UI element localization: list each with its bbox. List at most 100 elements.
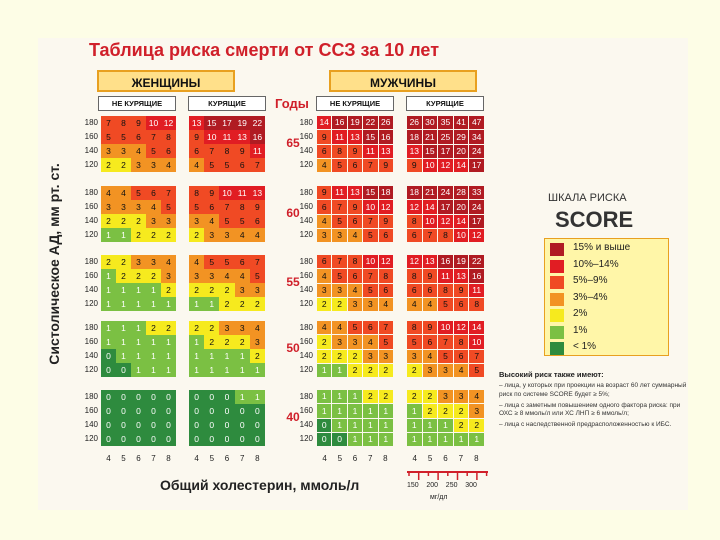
legend-label: 3%–4% — [573, 291, 608, 303]
score-cell: 11 — [332, 130, 347, 144]
score-cell: 2 — [116, 269, 131, 283]
score-grid-men-ns-60: 9 11 13 15 18 6 7 9 10 12 4 5 6 7 9 3 3 4 5 6 — [317, 186, 393, 242]
score-cell: 2 — [249, 349, 265, 363]
bp-label: 120 — [299, 299, 313, 308]
score-grid-men-s-50: 8 9 10 12 14 5 6 7 8 10 3 4 5 6 7 2 3 3 4 5 — [407, 321, 484, 377]
score-cell: 6 — [161, 144, 176, 158]
bp-label: 140 — [299, 216, 313, 225]
score-cell: 7 — [363, 158, 378, 172]
score-cell: 2 — [116, 255, 131, 269]
score-cell: 0 — [189, 418, 205, 432]
score-cell: 1 — [116, 349, 131, 363]
cholesterol-label: 7 — [151, 454, 156, 463]
score-cell: 10 — [204, 130, 220, 144]
score-cell: 2 — [438, 404, 453, 418]
score-cell: 1 — [363, 418, 378, 432]
bp-label: 160 — [299, 202, 313, 211]
score-cell: 9 — [378, 214, 393, 228]
score-cell: 1 — [161, 335, 176, 349]
score-cell: 4 — [317, 321, 332, 335]
bp-label: 160 — [299, 406, 313, 415]
score-cell: 0 — [219, 418, 235, 432]
score-cell: 2 — [317, 349, 332, 363]
score-cell: 2 — [189, 283, 205, 297]
score-cell: 0 — [219, 404, 235, 418]
legend-item: 1% — [545, 324, 668, 340]
score-cell: 8 — [219, 144, 235, 158]
score-cell: 0 — [249, 432, 265, 446]
score-cell: 6 — [317, 255, 332, 269]
score-cell: 5 — [407, 335, 422, 349]
score-cell: 2 — [422, 404, 438, 418]
score-cell: 3 — [219, 321, 235, 335]
score-cell: 1 — [146, 363, 161, 377]
score-cell: 10 — [438, 321, 453, 335]
score-cell: 1 — [438, 418, 453, 432]
score-cell: 3 — [317, 228, 332, 242]
score-cell: 14 — [422, 200, 438, 214]
score-cell: 5 — [131, 186, 146, 200]
score-cell: 4 — [317, 214, 332, 228]
score-cell: 26 — [407, 116, 422, 130]
legend-label: 2% — [573, 308, 588, 319]
score-cell: 1 — [101, 228, 116, 242]
score-cell: 3 — [204, 228, 220, 242]
score-cell: 24 — [438, 186, 453, 200]
mg-scale — [407, 471, 488, 480]
score-cell: 1 — [332, 390, 347, 404]
score-cell: 0 — [249, 404, 265, 418]
note-item: – лица с заметным повышением одного факт… — [499, 401, 681, 417]
score-cell: 0 — [131, 390, 146, 404]
score-cell: 0 — [146, 404, 161, 418]
score-cell: 5 — [332, 214, 347, 228]
score-cell: 6 — [453, 297, 469, 311]
score-cell: 8 — [407, 214, 422, 228]
score-cell: 2 — [422, 390, 438, 404]
score-cell: 2 — [378, 363, 393, 377]
score-cell: 5 — [234, 214, 250, 228]
score-cell: 1 — [189, 349, 205, 363]
score-cell: 1 — [407, 404, 422, 418]
score-cell: 13 — [347, 186, 363, 200]
score-cell: 1 — [347, 418, 363, 432]
score-cell: 22 — [469, 255, 484, 269]
score-cell: 0 — [161, 418, 176, 432]
cholesterol-label: 5 — [121, 454, 126, 463]
score-cell: 6 — [347, 214, 363, 228]
score-cell: 6 — [317, 144, 332, 158]
score-cell: 11 — [363, 144, 378, 158]
cholesterol-label: 5 — [427, 454, 433, 463]
years-header: Годы — [275, 96, 309, 111]
legend-swatch — [550, 259, 564, 273]
score-cell: 2 — [204, 283, 220, 297]
score-cell: 2 — [116, 158, 131, 172]
women-header: ЖЕНЩИНЫ — [97, 70, 235, 92]
score-cell: 24 — [469, 200, 484, 214]
score-cell: 2 — [407, 390, 422, 404]
score-cell: 5 — [249, 269, 265, 283]
score-cell: 9 — [204, 186, 220, 200]
score-cell: 3 — [116, 200, 131, 214]
score-cell: 2 — [332, 297, 347, 311]
score-cell: 12 — [378, 200, 393, 214]
score-cell: 8 — [378, 269, 393, 283]
score-cell: 7 — [438, 335, 453, 349]
score-cell: 1 — [204, 349, 220, 363]
mg-label: 200 — [426, 482, 439, 489]
score-cell: 3 — [249, 335, 265, 349]
score-cell: 1 — [317, 390, 332, 404]
score-cell: 9 — [189, 130, 205, 144]
score-cell: 22 — [363, 116, 378, 130]
score-cell: 1 — [249, 363, 265, 377]
score-cell: 1 — [116, 335, 131, 349]
score-cell: 3 — [347, 335, 363, 349]
score-cell: 2 — [347, 363, 363, 377]
score-cell: 15 — [363, 186, 378, 200]
score-cell: 1 — [332, 363, 347, 377]
score-cell: 2 — [131, 228, 146, 242]
score-cell: 4 — [422, 297, 438, 311]
score-cell: 1 — [189, 297, 205, 311]
score-cell: 1 — [131, 349, 146, 363]
score-cell: 5 — [204, 255, 220, 269]
